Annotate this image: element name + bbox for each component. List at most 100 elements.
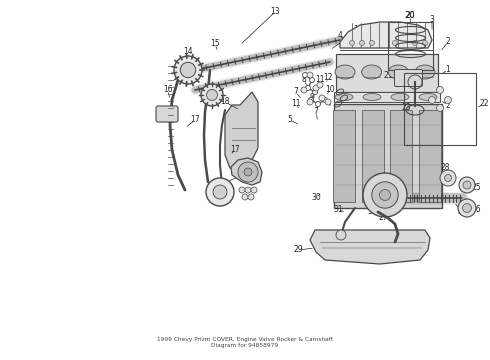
Polygon shape <box>310 230 430 264</box>
Circle shape <box>248 194 254 200</box>
FancyBboxPatch shape <box>394 69 422 86</box>
Circle shape <box>413 40 417 45</box>
Circle shape <box>302 72 308 77</box>
Circle shape <box>428 96 436 104</box>
Circle shape <box>319 95 325 101</box>
Circle shape <box>458 199 476 217</box>
Text: 24: 24 <box>457 207 467 216</box>
Text: 7: 7 <box>294 87 298 96</box>
Circle shape <box>251 187 257 193</box>
Circle shape <box>360 40 365 45</box>
Text: 7: 7 <box>314 108 318 117</box>
Circle shape <box>213 185 227 199</box>
Bar <box>333 110 355 202</box>
Circle shape <box>174 56 202 84</box>
Circle shape <box>325 99 331 105</box>
Bar <box>336 54 438 92</box>
Text: 25: 25 <box>471 184 481 193</box>
Circle shape <box>206 90 218 100</box>
Ellipse shape <box>415 65 435 79</box>
Circle shape <box>244 168 252 176</box>
Text: 4: 4 <box>338 31 343 40</box>
Circle shape <box>437 86 443 94</box>
Text: 17: 17 <box>230 145 240 154</box>
Text: 15: 15 <box>210 40 220 49</box>
Text: 23: 23 <box>401 104 411 112</box>
Text: 20: 20 <box>405 12 415 21</box>
Polygon shape <box>225 92 258 170</box>
Bar <box>388 22 433 70</box>
Circle shape <box>463 203 471 212</box>
Text: 18: 18 <box>220 98 230 107</box>
Text: 28: 28 <box>440 163 450 172</box>
Text: 11: 11 <box>315 76 325 85</box>
FancyBboxPatch shape <box>156 106 178 122</box>
Circle shape <box>316 102 320 107</box>
Text: 16: 16 <box>163 85 173 94</box>
Text: 1999 Chevy Prizm COVER, Engine Valve Rocker & Camshaft
Diagram for 94858979: 1999 Chevy Prizm COVER, Engine Valve Roc… <box>157 337 333 348</box>
Circle shape <box>317 82 323 88</box>
Circle shape <box>372 182 398 208</box>
Circle shape <box>242 194 248 200</box>
Ellipse shape <box>335 94 353 100</box>
Ellipse shape <box>389 65 408 79</box>
Ellipse shape <box>335 65 355 79</box>
Text: 27: 27 <box>378 212 388 221</box>
Circle shape <box>206 178 234 206</box>
Text: 2: 2 <box>445 37 450 46</box>
Polygon shape <box>231 158 262 185</box>
Text: 31: 31 <box>333 206 343 215</box>
Bar <box>362 110 384 202</box>
Text: 20: 20 <box>405 12 415 21</box>
Circle shape <box>201 84 223 106</box>
Circle shape <box>440 170 456 186</box>
Ellipse shape <box>362 65 382 79</box>
Circle shape <box>305 85 311 90</box>
Text: 19: 19 <box>215 180 225 189</box>
Circle shape <box>463 181 471 189</box>
Circle shape <box>437 104 443 112</box>
Bar <box>404 73 476 145</box>
Circle shape <box>313 90 318 94</box>
Text: 3: 3 <box>430 15 435 24</box>
Bar <box>334 92 440 102</box>
Text: 17: 17 <box>190 116 200 125</box>
Circle shape <box>422 40 427 45</box>
Circle shape <box>180 62 196 78</box>
Circle shape <box>301 87 307 93</box>
Ellipse shape <box>391 94 409 100</box>
Circle shape <box>349 40 354 45</box>
Circle shape <box>379 189 391 201</box>
Text: 8: 8 <box>302 76 306 85</box>
Circle shape <box>238 162 258 182</box>
Circle shape <box>310 77 315 82</box>
Text: 10: 10 <box>325 85 335 94</box>
Text: 12: 12 <box>323 73 333 82</box>
Text: 22: 22 <box>479 99 489 108</box>
Text: 13: 13 <box>353 26 363 35</box>
Circle shape <box>369 40 374 45</box>
Bar <box>391 110 412 202</box>
Circle shape <box>239 187 245 193</box>
Bar <box>419 110 441 202</box>
Text: 32: 32 <box>367 207 377 216</box>
Text: 13: 13 <box>270 8 280 17</box>
Bar <box>334 104 442 208</box>
Circle shape <box>307 72 313 78</box>
Circle shape <box>392 40 397 45</box>
Text: 30: 30 <box>311 194 321 202</box>
Text: 21: 21 <box>383 71 393 80</box>
Text: 14: 14 <box>183 48 193 57</box>
Text: 2: 2 <box>445 100 450 109</box>
Circle shape <box>322 98 327 103</box>
Text: 5: 5 <box>288 116 293 125</box>
Circle shape <box>363 173 407 217</box>
Circle shape <box>444 96 451 104</box>
Ellipse shape <box>363 94 381 100</box>
Circle shape <box>313 85 319 91</box>
Circle shape <box>444 175 451 181</box>
Ellipse shape <box>419 94 437 100</box>
Text: 9: 9 <box>310 94 315 103</box>
Circle shape <box>309 98 314 103</box>
Text: 1: 1 <box>445 66 450 75</box>
